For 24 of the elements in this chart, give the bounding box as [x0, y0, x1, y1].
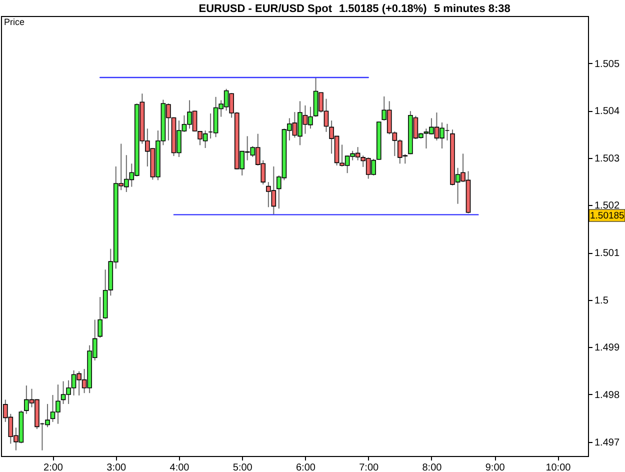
x-tick-label: 2:00 [44, 462, 64, 472]
x-tick-label: 4:00 [170, 462, 190, 472]
x-tick-label: 7:00 [359, 462, 380, 472]
annotation: Price [4, 17, 25, 27]
y-tick-label: 1.5 [594, 295, 609, 306]
chart-title: EURUSD - EUR/USD Spot [198, 3, 332, 15]
y-tick-label: 1.503 [594, 153, 620, 164]
y-tick-label: 1.501 [594, 248, 620, 260]
x-tick-label: 5:00 [232, 462, 253, 472]
y-tick-label: 1.504 [594, 106, 620, 118]
x-tick-label: 6:00 [296, 462, 316, 472]
y-tick-label: 1.497 [594, 437, 620, 448]
x-tick-label: 9:00 [485, 462, 506, 472]
y-tick-label: 1.502 [594, 200, 620, 212]
x-tick-label: 3:00 [106, 462, 127, 472]
x-tick-label: 10:00 [546, 462, 572, 472]
x-tick-label: 8:00 [422, 462, 442, 472]
text: 5 minutes 8:38 [434, 3, 510, 15]
text: 1.50185 (+0.18%) [339, 3, 428, 15]
y-tick-label: 1.498 [594, 390, 620, 401]
y-tick-label: 1.499 [594, 342, 620, 354]
candlestick [98, 296, 102, 338]
y-tick-label: 1.505 [594, 58, 620, 70]
text: 1.50185 [590, 210, 624, 222]
